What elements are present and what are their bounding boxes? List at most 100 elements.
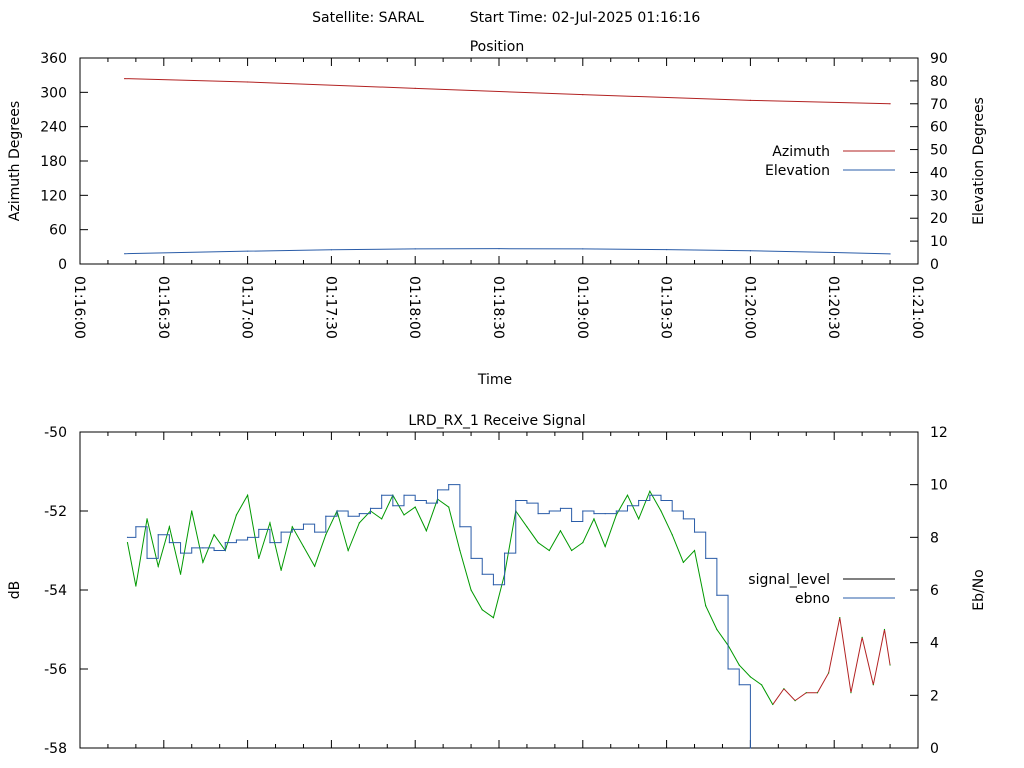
- series-line-ebno: [127, 484, 751, 748]
- data-point-ebno: [269, 542, 271, 544]
- data-point-Elevation: [749, 250, 752, 252]
- data-point-ebno: [314, 531, 316, 533]
- data-point-signal_level: [749, 676, 752, 678]
- x-tick-label: 01:19:30: [658, 276, 674, 339]
- data-point-signal_level: [381, 518, 383, 520]
- data-point-signal_level: [783, 688, 785, 690]
- data-point-ebno: [515, 499, 517, 502]
- start-time-label: Start Time: 02-Jul-2025 01:16:16: [470, 10, 701, 26]
- position-chart: Position 0 60 120 180 240 300 360 0 10 20 30 40 50 60…: [7, 39, 987, 388]
- signal-series: [126, 484, 891, 749]
- data-point-signal_level: [291, 526, 293, 528]
- data-point-ebno: [135, 526, 137, 528]
- data-point-signal_level: [816, 692, 819, 694]
- data-point-signal_level: [280, 569, 282, 571]
- data-point-signal_level: [872, 684, 874, 686]
- x-tick-label: 01:18:00: [406, 276, 422, 339]
- data-point-signal_level: [414, 506, 416, 508]
- data-point-signal_level: [582, 542, 584, 544]
- data-point-ebno: [604, 513, 606, 515]
- data-point-ebno: [749, 747, 752, 749]
- y2-tick-label: 10: [930, 478, 948, 494]
- data-point-ebno: [325, 515, 327, 517]
- data-point-ebno: [459, 526, 461, 528]
- data-point-Elevation: [582, 248, 584, 250]
- x-tick-label: 01:21:00: [909, 276, 925, 339]
- data-point-ebno: [146, 557, 148, 560]
- series-line-signal_level: [126, 490, 774, 705]
- ebno-axis-label: Eb/No: [971, 569, 987, 611]
- x-tick-label: 01:18:30: [490, 276, 506, 339]
- data-point-signal_level: [347, 549, 349, 552]
- time-axis-label: Time: [477, 372, 512, 388]
- data-point-ebno: [358, 513, 360, 515]
- y2-tick-label: 20: [930, 211, 948, 227]
- data-point-Elevation: [330, 249, 332, 251]
- y-tick-label: 240: [40, 120, 67, 136]
- data-point-signal_level: [135, 585, 137, 587]
- position-chart-title: Position: [470, 39, 525, 55]
- y-tick-label: -52: [44, 504, 67, 520]
- data-point-ebno: [693, 531, 696, 533]
- data-point-ebno: [302, 523, 305, 525]
- position-axes: 0 60 120 180 240 300 360 0 10 20 30 40 50 60 70 80 90 01:…: [40, 51, 948, 339]
- data-point-signal_level: [805, 692, 807, 694]
- y2-tick-label: 6: [930, 583, 939, 599]
- data-point-signal_level: [548, 549, 550, 552]
- data-point-ebno: [369, 507, 372, 509]
- data-point-signal_level: [738, 664, 740, 666]
- y-tick-label: -50: [44, 425, 67, 441]
- y2-tick-label: 10: [930, 234, 948, 250]
- data-point-Elevation: [247, 250, 249, 252]
- data-point-ebno: [291, 528, 293, 531]
- data-point-Elevation: [833, 251, 835, 254]
- y-tick-label: -58: [44, 741, 67, 757]
- y2-tick-label: 0: [930, 741, 939, 757]
- data-point-ebno: [660, 499, 662, 502]
- data-point-signal_level: [649, 490, 651, 492]
- satellite-label: Satellite: SARAL: [312, 10, 424, 26]
- y2-tick-label: 4: [930, 636, 939, 652]
- data-point-signal_level: [269, 522, 271, 524]
- data-point-signal_level: [179, 573, 182, 575]
- series-line-Azimuth: [124, 78, 891, 105]
- data-point-signal_level: [671, 534, 673, 536]
- y-tick-label: -56: [44, 662, 67, 678]
- data-point-ebno: [492, 584, 495, 586]
- data-point-ebno: [403, 494, 405, 496]
- y2-tick-label: 0: [930, 257, 939, 273]
- data-point-signal_level: [425, 530, 427, 532]
- data-point-Elevation: [414, 248, 416, 250]
- receive-signal-chart-title: LRD_RX_1 Receive Signal: [408, 413, 585, 429]
- y-tick-label: 0: [58, 257, 67, 273]
- data-point-signal_level: [615, 514, 617, 516]
- data-point-ebno: [571, 520, 573, 523]
- x-tick-label: 01:20:30: [825, 276, 841, 339]
- data-point-ebno: [738, 684, 740, 686]
- data-point-signal_level: [302, 545, 305, 548]
- data-point-ebno: [705, 557, 707, 560]
- position-series: [124, 78, 891, 255]
- y2-tick-label: 60: [930, 120, 948, 136]
- x-tick-label: 01:17:00: [239, 276, 255, 339]
- data-point-ebno: [727, 668, 729, 670]
- y2-tick-label: 2: [930, 688, 939, 704]
- data-point-Azimuth: [582, 94, 584, 96]
- data-point-signal_level: [772, 703, 774, 706]
- y-tick-label: -54: [44, 583, 67, 599]
- data-point-ebno: [191, 547, 193, 549]
- elevation-axis-label: Elevation Degrees: [971, 97, 987, 225]
- data-point-ebno: [202, 547, 204, 549]
- data-point-signal_level: [168, 526, 170, 528]
- data-point-ebno: [559, 507, 562, 509]
- data-point-Azimuth: [247, 81, 249, 83]
- data-point-ebno: [157, 534, 159, 536]
- data-point-signal_level: [883, 628, 886, 631]
- x-tick-label: 01:17:30: [322, 276, 338, 339]
- data-point-signal_level: [202, 561, 204, 563]
- y-tick-label: 60: [49, 223, 67, 239]
- data-point-signal_level: [235, 514, 238, 516]
- data-point-signal_level: [559, 530, 562, 532]
- data-point-Azimuth: [414, 87, 416, 89]
